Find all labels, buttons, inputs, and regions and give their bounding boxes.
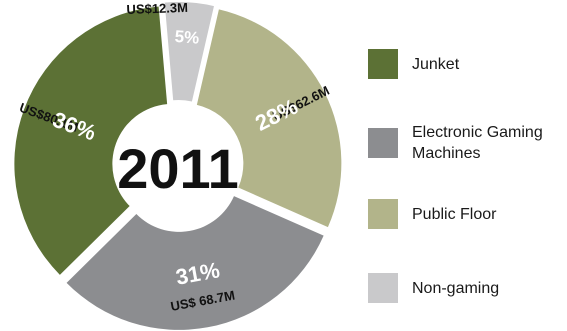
legend-item-public-floor: Public Floor [368,199,496,229]
legend-item-non-gaming: Non-gaming [368,273,499,303]
slice-non-gaming [164,2,214,102]
legend-swatch-electronic-gaming-machines [368,128,398,158]
legend-item-junket: Junket [368,49,459,79]
legend-label-electronic-gaming-machines: Electronic Gaming Machines [412,124,543,162]
legend-swatch-junket [368,49,398,79]
legend-label-public-floor: Public Floor [412,205,497,223]
legend-label-non-gaming: Non-gaming [412,279,500,297]
slice-electronic-gaming-machines [66,196,324,330]
legend-swatch-non-gaming [368,273,398,303]
slice-public-floor [196,9,342,228]
donut-hole [120,108,236,224]
legend-label-junket: Junket [412,55,460,73]
center-year-label: 2011 [117,137,239,200]
legend-item-electronic-gaming-machines: Electronic Gaming Machines [368,122,543,164]
slice-junket [14,6,168,275]
legend-swatch-public-floor [368,199,398,229]
legend: Junket Electronic Gaming Machines Public… [368,0,567,331]
slice-percent-label-non-gaming: 5% [174,27,200,48]
slice-value-label-non-gaming: US$12.3M [126,0,188,17]
